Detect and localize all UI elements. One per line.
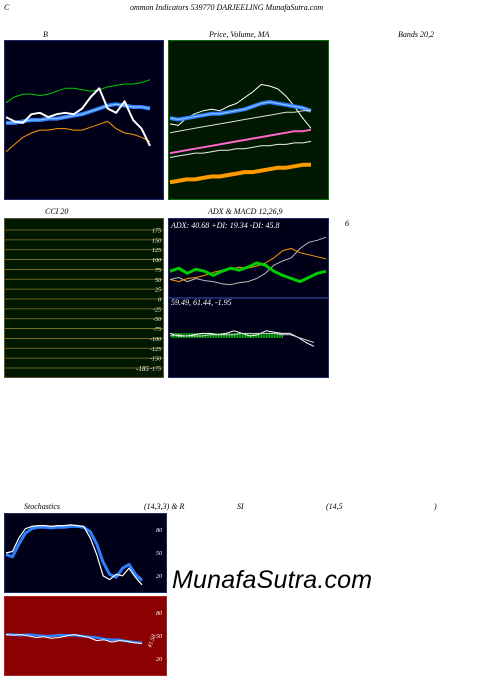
cci-tick-label: -125 (150, 347, 161, 353)
adx-minus-di-line (169, 236, 327, 286)
adx-main-line (169, 261, 327, 284)
cci-panel: 175 150 125 100 75 50 25 0 -25 -50 -75 -100 -125 -150… (4, 218, 164, 378)
cci-tick-label: 0 (158, 298, 161, 304)
bollinger-panel (4, 40, 164, 200)
cci-tick-label: 75 (155, 268, 161, 274)
price-ma-orange-line (169, 162, 311, 185)
label-cci: CCI 20 (45, 207, 69, 216)
watermark: MunafaSutra.com (172, 566, 373, 594)
rsi-tick-label: 20 (156, 657, 162, 663)
bollinger-upper-line (5, 79, 151, 104)
cci-tick-label: -175 (150, 367, 161, 373)
label-adx-macd: ADX & MACD 12,26,9 (208, 207, 283, 216)
bollinger-price-line (5, 87, 151, 147)
rsi-line (5, 634, 143, 645)
adx-readout: ADX: 40.68 +DI: 19.34 -DI: 45.8 (170, 221, 280, 230)
price-line (169, 84, 312, 129)
label-si: SI (237, 502, 244, 511)
cci-tick-label: 50 (155, 278, 161, 284)
header-title: ommon Indicators 539770 DARJEELING Munaf… (130, 3, 324, 12)
rsi-tick-label: 50 (156, 634, 162, 640)
cci-last-value-label: -185 (136, 365, 149, 373)
label-bands: Bands 20,2 (398, 30, 434, 39)
bollinger-lower-line (5, 120, 151, 153)
label-stochastics: Stochastics (24, 502, 60, 511)
label-rsi-params: (14,5 (326, 502, 343, 511)
rsi-value-label: 41.58 (146, 634, 157, 649)
stoch-d-line (5, 524, 144, 582)
label-b: B (43, 30, 48, 39)
macd-signal-line (169, 332, 315, 343)
price-ma-blue-highlight-line (169, 101, 312, 120)
label-price: Price, Volume, MA (209, 30, 270, 39)
header-c: C (4, 3, 10, 12)
stochastics-panel: 80 50 20 (4, 513, 167, 593)
macd-readout: 59.49, 61.44, -1.95 (171, 298, 232, 307)
rsi-panel: 80 50 20 41.58 (4, 596, 167, 676)
stoch-tick-label: 50 (156, 551, 162, 557)
macd-panel: 59.49, 61.44, -1.95 (168, 298, 329, 378)
cci-tick-label: 150 (152, 238, 161, 244)
stoch-k-line (5, 524, 143, 586)
cci-tick-label: -150 (150, 357, 161, 363)
label-six: 6 (345, 219, 349, 228)
cci-tick-label: -100 (150, 337, 161, 343)
stoch-tick-label: 20 (156, 574, 162, 580)
cci-tick-label: -50 (153, 317, 161, 323)
cci-tick-label: -25 (153, 307, 161, 313)
stoch-tick-label: 80 (156, 528, 162, 534)
cci-tick-label: 25 (155, 288, 161, 294)
cci-tick-label: 175 (152, 229, 161, 235)
label-stoch-params: (14,3,3) & R (144, 502, 185, 511)
label-paren: ) (434, 502, 437, 511)
price-ma-thin-line (169, 140, 312, 158)
price-ma-pink-line (169, 128, 312, 155)
cci-tick-label: 100 (152, 258, 161, 264)
rsi-tick-label: 80 (156, 611, 162, 617)
cci-tick-label: 125 (152, 248, 161, 254)
cci-tick-label: -75 (153, 327, 161, 333)
price-panel (168, 40, 329, 200)
rsi-smooth-line (6, 633, 143, 645)
adx-panel: ADX: 40.68 +DI: 19.34 -DI: 45.8 (168, 218, 329, 298)
price-ma-white-line (169, 110, 311, 134)
